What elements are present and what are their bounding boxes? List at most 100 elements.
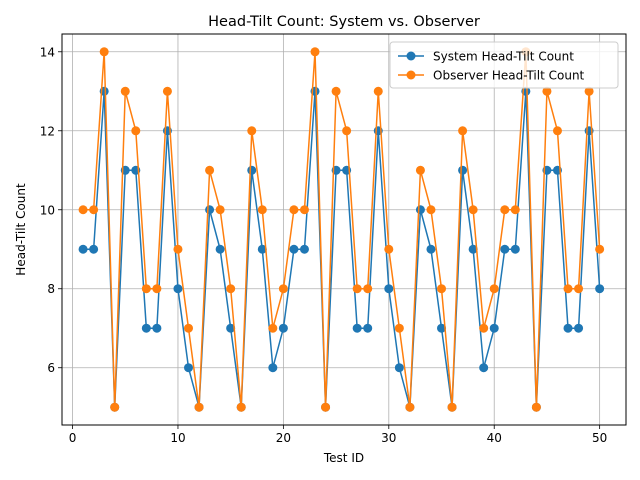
data-point [384,284,394,294]
data-point [205,165,215,175]
data-point [141,323,151,333]
data-point [257,205,267,215]
data-point [352,284,362,294]
data-point [405,402,415,412]
data-point [574,284,584,294]
y-tick-label: 8 [47,282,55,296]
data-point [394,363,404,373]
y-tick-label: 10 [40,203,55,217]
data-point [500,205,510,215]
data-point [205,205,215,215]
data-point [152,284,162,294]
data-point [247,126,257,136]
x-tick-label: 30 [381,431,396,445]
plot-frame [61,33,627,426]
data-point [415,165,425,175]
data-point [437,323,447,333]
data-point [110,402,120,412]
legend-entry: Observer Head-Tilt Count [398,69,585,83]
data-point [331,86,341,96]
x-tick-label: 40 [487,431,502,445]
data-point [458,165,468,175]
data-point [394,323,404,333]
x-tick-label: 10 [170,431,185,445]
data-point [352,323,362,333]
data-point [447,402,457,412]
legend-marker [406,51,416,61]
data-point [184,363,194,373]
y-tick-label: 14 [40,45,55,59]
y-tick-label: 6 [47,361,55,375]
data-point [426,205,436,215]
data-point [563,323,573,333]
legend: System Head-Tilt Count Observer Head-Tilt… [389,41,619,89]
data-point [131,126,141,136]
data-point [173,284,183,294]
data-point [426,244,436,254]
data-point [500,244,510,254]
plot-background [62,34,626,425]
legend-entry: System Head-Tilt Count [398,50,574,64]
x-axis-label: Test ID [323,451,364,465]
data-point [278,323,288,333]
y-axis-label: Head-Tilt Count [14,183,28,276]
data-point [215,205,225,215]
data-point [468,205,478,215]
data-point [489,284,499,294]
data-point [384,244,394,254]
data-point [78,244,88,254]
data-point [268,363,278,373]
x-tick-label: 20 [276,431,291,445]
data-point [299,205,309,215]
data-point [363,323,373,333]
legend-label: Observer Head-Tilt Count [433,69,585,83]
legend-marker [406,70,416,80]
chart-title: Head-Tilt Count: System vs. Observer [208,14,480,30]
data-point [152,323,162,333]
data-point [120,86,130,96]
plot-area [61,33,627,426]
data-point [215,244,225,254]
data-point [458,126,468,136]
x-tick-label: 0 [69,431,77,445]
data-point [141,284,151,294]
data-point [552,126,562,136]
data-point [363,284,373,294]
data-point [99,47,109,57]
data-point [584,86,594,96]
data-point [173,244,183,254]
series-layer [78,47,605,412]
data-point [510,244,520,254]
data-point [468,244,478,254]
data-point [563,284,573,294]
data-point [184,323,194,333]
data-point [194,402,204,412]
data-point [89,205,99,215]
data-point [415,205,425,215]
x-axis-ticks: 0 10 20 30 40 50 [69,425,607,445]
data-point [226,284,236,294]
data-point [531,402,541,412]
data-point [289,205,299,215]
y-axis-ticks: 6 8 10 12 14 [40,45,62,375]
data-point [257,244,267,254]
legend-label: System Head-Tilt Count [433,50,574,64]
data-point [321,402,331,412]
y-tick-label: 12 [40,124,55,138]
data-point [226,323,236,333]
data-point [510,205,520,215]
data-point [78,205,88,215]
data-point [574,323,584,333]
data-point [278,284,288,294]
data-point [89,244,99,254]
legend-box [389,41,619,89]
data-point [479,363,489,373]
data-point [542,86,552,96]
x-tick-label: 50 [592,431,607,445]
data-point [310,47,320,57]
data-point [162,86,172,96]
data-point [595,244,605,254]
data-point [489,323,499,333]
data-point [437,284,447,294]
